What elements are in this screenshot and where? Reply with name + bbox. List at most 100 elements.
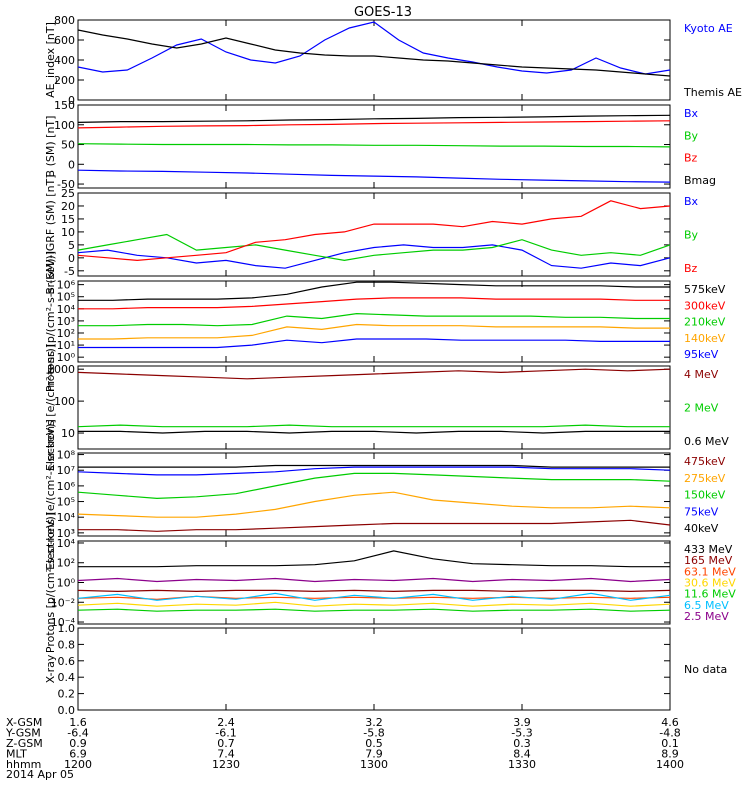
ephemeris-row-label: Z-GSM	[6, 737, 43, 750]
series-line-themis-ae	[77, 29, 671, 77]
panel-8: 0.0 0.2 0.4 0.6 0.8 1.0 X-ray No data	[44, 622, 727, 717]
y-axis-label: B (SM) [nT]	[44, 116, 57, 178]
y-tick-label: 10	[61, 226, 75, 239]
legend-300kev: 300keV	[684, 299, 726, 312]
legend-30-6-mev: 30.6 MeV	[684, 577, 736, 590]
legend-11-6-mev: 11.6 MeV	[684, 588, 736, 601]
legend-by: By	[684, 129, 699, 142]
ephemeris-value: 1300	[360, 758, 388, 771]
y-tick-label: 10⁻²	[51, 596, 75, 609]
series-line-165-mev	[77, 589, 671, 593]
y-tick-label: 10¹	[57, 339, 75, 352]
y-tick-label: 0.8	[58, 638, 76, 651]
legend-140kev: 140keV	[684, 332, 726, 345]
y-tick-label: 10³	[57, 315, 75, 328]
ephemeris-value: 1330	[508, 758, 536, 771]
panel-frame	[77, 280, 671, 363]
series-line-30-6-mev	[77, 601, 671, 607]
y-tick-label: 10⁵	[57, 291, 75, 304]
y-tick-label: 0	[68, 158, 75, 171]
ephemeris-row-label: hhmm	[6, 758, 41, 771]
y-tick-label: 10⁰	[57, 351, 76, 364]
legend-bx: Bx	[684, 107, 699, 120]
y-tick-label: 10⁴	[57, 537, 76, 550]
panel-frame	[77, 365, 671, 450]
series-line-40kev	[78, 464, 670, 468]
ephemeris-value: 0.5	[365, 737, 383, 750]
y-axis-label: Electrons [e/(cm²-s-sr)]	[44, 344, 57, 471]
series-line-575kev	[78, 281, 670, 301]
legend-165-mev: 165 MeV	[684, 554, 733, 567]
ephemeris-row-label: MLT	[6, 748, 27, 761]
y-axis-label: Protons [p/(cm²-s-sr-keV)]	[44, 251, 57, 392]
figure-title: GOES-13	[354, 5, 412, 20]
ephemeris-value: 1200	[64, 758, 92, 771]
series-line-75kev	[77, 466, 671, 476]
series-line-kyoto-ae	[77, 21, 671, 75]
series-line-bx	[77, 169, 671, 183]
panel-2: -50 0 50 100 150 B (SM) [nT] Bx By Bz Bmag	[44, 99, 716, 191]
y-tick-label: 10⁻⁴	[51, 616, 76, 629]
series-line-bz	[77, 200, 671, 262]
y-tick-label: 10³	[57, 527, 75, 540]
legend-150kev: 150keV	[684, 489, 726, 502]
legend-bmag: Bmag	[684, 174, 716, 187]
date-label: 2014 Apr 05	[6, 768, 74, 781]
y-tick-label: 20	[61, 200, 75, 213]
y-tick-label: 1.0	[58, 622, 76, 635]
y-tick-label: 10⁶	[57, 279, 76, 292]
ephemeris-value: 8.9	[661, 748, 679, 761]
ephemeris-value: 6.9	[69, 748, 87, 761]
legend-bz: Bz	[684, 262, 698, 275]
y-tick-label: 10	[61, 427, 75, 440]
ephemeris-value: 7.4	[217, 748, 235, 761]
legend-2-5-mev: 2.5 MeV	[684, 610, 729, 623]
y-tick-label: 10⁴	[57, 511, 76, 524]
series-line-433-mev	[78, 550, 670, 568]
ephemeris-value: 0.9	[69, 737, 87, 750]
ephemeris-value: 0.1	[661, 737, 679, 750]
y-tick-label: -50	[57, 178, 75, 191]
ephemeris-value: 1.6	[69, 716, 87, 729]
ephemeris-row-label: Y-GSM	[5, 727, 41, 740]
y-tick-label: 25	[61, 187, 75, 200]
y-tick-label: 100	[54, 395, 75, 408]
ephemeris-value: 3.2	[365, 716, 383, 729]
series-line-210kev	[78, 312, 670, 327]
panel-frame	[77, 540, 671, 625]
ephemeris-value: -6.1	[215, 727, 236, 740]
y-tick-label: 0.4	[58, 671, 76, 684]
ephemeris-value: 8.4	[513, 748, 531, 761]
series-line-bx	[77, 244, 671, 269]
y-tick-label: 10⁷	[57, 464, 75, 477]
y-tick-label: 600	[54, 34, 75, 47]
legend-themis-ae: Themis AE	[683, 86, 742, 99]
ephemeris-value: 0.3	[513, 737, 531, 750]
y-tick-label: 10⁶	[57, 480, 76, 493]
series-line-2-5-mev	[77, 577, 671, 583]
y-tick-label: 15	[61, 213, 75, 226]
panel-frame	[77, 627, 671, 711]
series-line-475kev	[78, 519, 671, 532]
legend-433-mev: 433 MeV	[684, 543, 733, 556]
ephemeris-value: 1400	[656, 758, 684, 771]
series-line-275kev	[77, 491, 671, 518]
legend-275kev: 275keV	[684, 472, 726, 485]
y-tick-label: 10⁸	[57, 449, 76, 462]
ephemeris-value: 2.4	[217, 716, 235, 729]
y-tick-label: 0.0	[58, 704, 76, 717]
legend-4-mev: 4 MeV	[684, 368, 719, 381]
y-tick-label: 10⁴	[57, 303, 76, 316]
series-line-by	[77, 143, 671, 148]
y-tick-label: 0.6	[58, 655, 76, 668]
legend-kyoto-ae: Kyoto AE	[684, 22, 733, 35]
series-line-95kev	[78, 338, 670, 349]
series-line-150kev	[77, 472, 671, 500]
y-tick-label: 10²	[57, 327, 75, 340]
y-tick-label: 10²	[57, 557, 75, 570]
